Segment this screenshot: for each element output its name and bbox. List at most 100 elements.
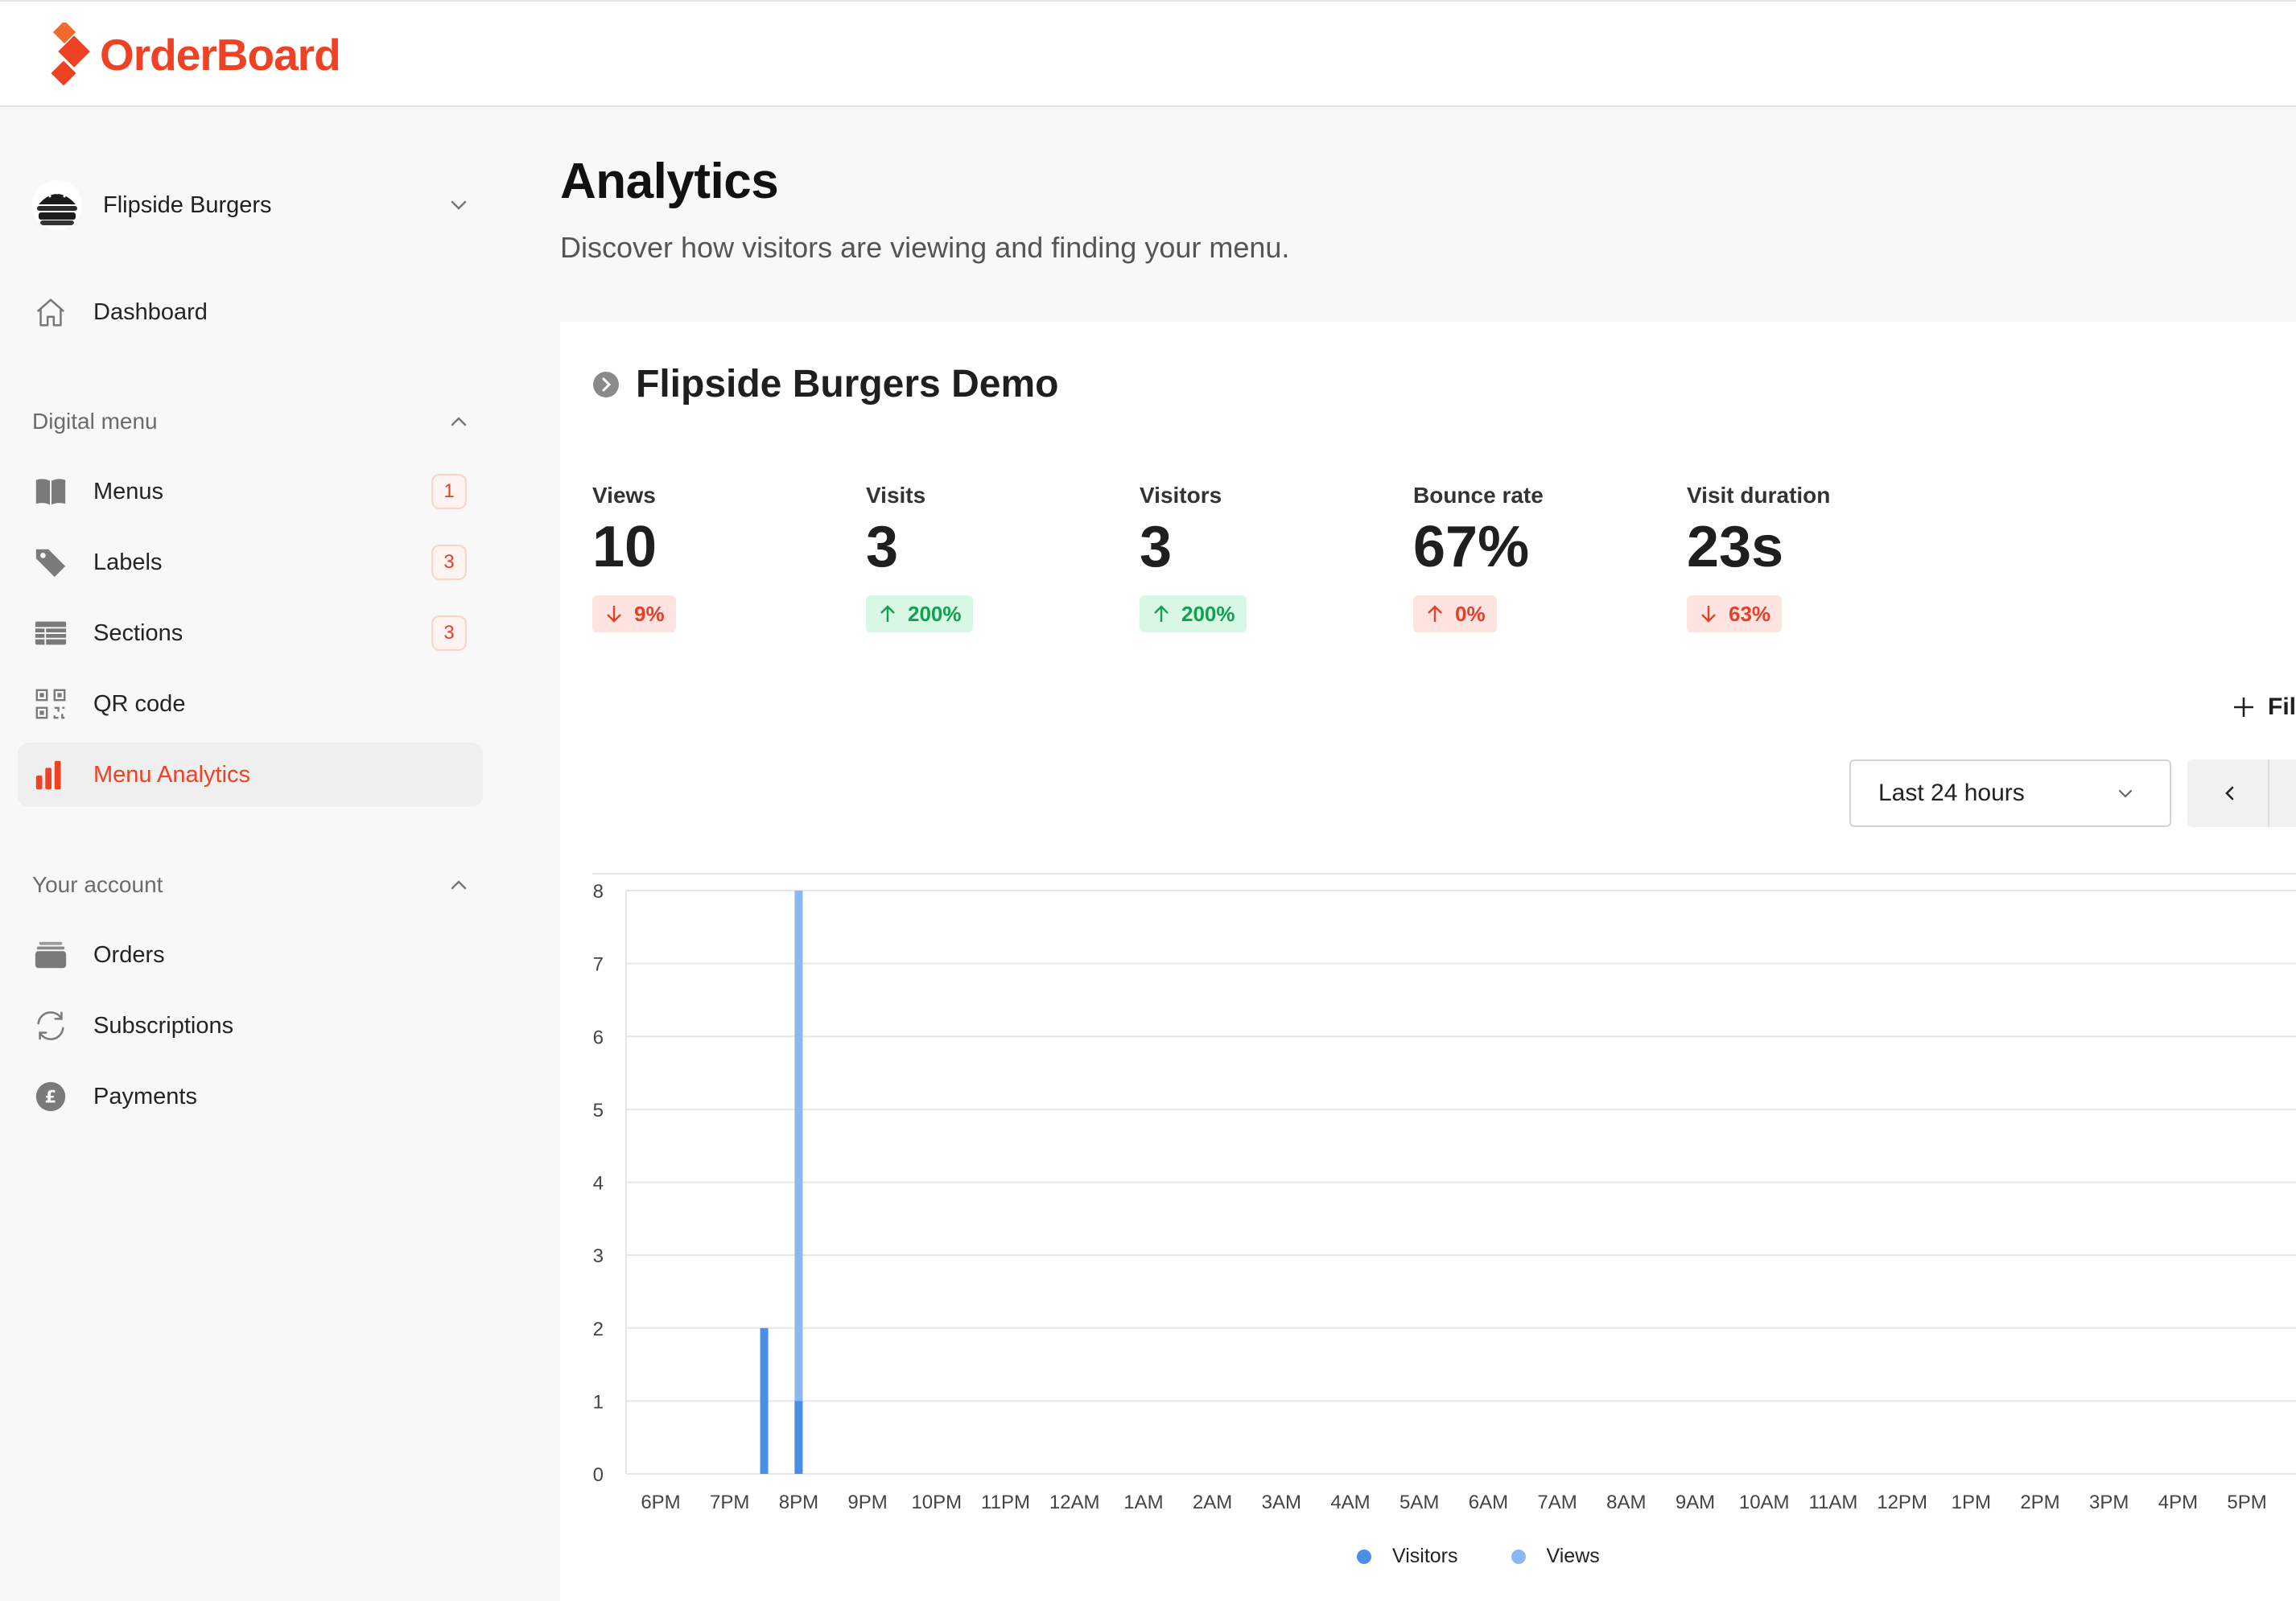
stat-delta: 200% [866, 595, 973, 632]
bar-visitors [760, 1327, 769, 1474]
bar-chart-icon [32, 756, 69, 793]
venue-switcher[interactable]: Flipside Burgers [32, 173, 471, 237]
sidebar-item-qr-code[interactable]: QR code [18, 672, 483, 736]
arrow-up-icon [880, 605, 895, 622]
button-divider [2268, 759, 2269, 827]
x-tick-label: 11PM [981, 1492, 1030, 1513]
chart-svg: 0 1 2 3 4 5 6 7 8 6PM 7PM 8PM 9PM 10PM 11PM 12AM 1AM 2AM 3… [593, 881, 2296, 1513]
stat-delta-value: 63% [1729, 601, 1771, 626]
plus-icon [2234, 698, 2253, 717]
x-tick-label: 8PM [779, 1492, 818, 1513]
chevron-down-icon [451, 200, 467, 210]
sidebar-item-label: Orders [93, 941, 165, 968]
stat-value: 3 [1140, 515, 1173, 579]
stat-views[interactable]: Views 10 9% [592, 483, 850, 632]
site-selector[interactable]: Flipside Burgers Demo [592, 362, 1058, 406]
chevron-up-icon [451, 417, 467, 426]
venue-name: Flipside Burgers [103, 191, 272, 218]
stat-delta: 63% [1687, 595, 1783, 632]
sidebar-item-label: Menus [93, 478, 164, 504]
y-tick-label: 1 [593, 1391, 604, 1413]
sidebar-item-subscriptions[interactable]: Subscriptions [18, 994, 483, 1058]
count-badge: 3 [431, 545, 467, 580]
stat-label: Visits [866, 483, 926, 508]
page-title: Analytics [560, 154, 779, 209]
sidebar-item-label: Sections [93, 619, 183, 646]
chevron-down-icon [2118, 789, 2133, 798]
brand-name: OrderBoard [100, 30, 341, 80]
x-tick-label: 4PM [2158, 1492, 2198, 1513]
y-tick-label: 8 [593, 881, 604, 903]
venue-avatar [32, 180, 82, 230]
sidebar: Flipside Burgers Dashboard Digital menu … [0, 109, 515, 1601]
y-tick-label: 5 [593, 1100, 604, 1122]
add-filter-button[interactable]: Filt [2231, 693, 2296, 721]
qr-code-icon [32, 685, 69, 722]
pound-icon: £ [32, 1078, 69, 1115]
sidebar-item-sections[interactable]: Sections 3 [18, 601, 483, 665]
legend-swatch [1357, 1549, 1371, 1564]
stat-label: Views [592, 483, 656, 508]
legend-swatch [1511, 1549, 1526, 1564]
x-tick-label: 9AM [1676, 1492, 1715, 1513]
stat-visit-duration[interactable]: Visit duration 23s 63% [1687, 483, 1944, 632]
x-tick-label: 7PM [710, 1492, 749, 1513]
sidebar-item-menu-analytics[interactable]: Menu Analytics [18, 743, 483, 807]
stat-label: Bounce rate [1413, 483, 1544, 508]
orderboard-logo-icon [51, 23, 90, 86]
legend-item-visitors[interactable]: Visitors [1357, 1545, 1458, 1568]
x-tick-label: 8AM [1606, 1492, 1646, 1513]
arrow-up-icon [1154, 605, 1169, 622]
x-tick-label: 3AM [1262, 1492, 1301, 1513]
table-icon [32, 615, 69, 652]
sidebar-item-orders[interactable]: Orders [18, 923, 483, 987]
legend-item-views[interactable]: Views [1511, 1545, 1600, 1568]
analytics-card: Flipside Burgers Demo Views 10 9% Visits… [560, 322, 2296, 1601]
legend-label: Views [1546, 1545, 1600, 1567]
stat-delta-value: 0% [1455, 601, 1486, 626]
count-badge: 1 [431, 474, 467, 509]
x-tick-label: 11AM [1808, 1492, 1857, 1513]
stat-value: 23s [1687, 515, 1784, 579]
brand-logo[interactable]: OrderBoard [47, 23, 341, 87]
x-tick-label: 12PM [1877, 1492, 1927, 1513]
arrow-down-icon [1701, 606, 1716, 623]
stat-delta: 9% [592, 595, 676, 632]
y-tick-label: 6 [593, 1027, 604, 1048]
stat-bounce-rate[interactable]: Bounce rate 67% 0% [1413, 483, 1671, 632]
sidebar-item-label: Labels [93, 549, 163, 575]
x-tick-label: 9PM [847, 1492, 887, 1513]
x-tick-label: 12AM [1049, 1492, 1100, 1513]
sidebar-item-payments[interactable]: £ Payments [18, 1064, 483, 1129]
stat-value: 3 [866, 515, 899, 579]
previous-period-button[interactable] [2187, 759, 2296, 827]
account-section-toggle[interactable]: Your account [32, 865, 471, 905]
sidebar-item-menus[interactable]: Menus 1 [18, 459, 483, 524]
top-bar: OrderBoard [0, 0, 2296, 107]
sidebar-item-label: Dashboard [93, 298, 208, 325]
book-icon [32, 473, 69, 510]
y-tick-label: 3 [593, 1245, 604, 1267]
date-range-select[interactable]: Last 24 hours [1849, 759, 2171, 827]
sidebar-item-labels[interactable]: Labels 3 [18, 530, 483, 595]
page-subtitle: Discover how visitors are viewing and fi… [560, 231, 1290, 264]
burger-icon [32, 180, 82, 230]
filter-label: Filt [2268, 693, 2296, 720]
refresh-icon [32, 1007, 69, 1044]
x-tick-label: 7AM [1537, 1492, 1577, 1513]
stat-delta-value: 9% [634, 601, 665, 626]
stat-visits[interactable]: Visits 3 200% [866, 483, 1123, 632]
y-tick-label: 0 [593, 1464, 604, 1486]
legend-label: Visitors [1392, 1545, 1458, 1567]
stat-visitors[interactable]: Visitors 3 200% [1140, 483, 1397, 632]
sidebar-item-dashboard[interactable]: Dashboard [18, 280, 483, 344]
chevron-circle-icon [593, 371, 619, 397]
x-tick-label: 6AM [1469, 1492, 1508, 1513]
stat-delta-value: 200% [908, 601, 962, 626]
home-icon [32, 294, 69, 331]
site-title: Flipside Burgers Demo [636, 363, 1059, 405]
stat-delta: 0% [1413, 595, 1497, 632]
digital-menu-section-toggle[interactable]: Digital menu [32, 401, 471, 442]
x-tick-label: 6PM [641, 1492, 680, 1513]
y-tick-label: 7 [593, 954, 604, 976]
